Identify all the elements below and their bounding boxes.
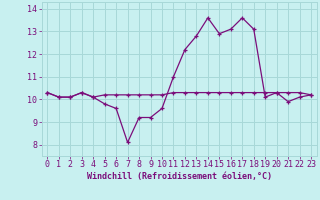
X-axis label: Windchill (Refroidissement éolien,°C): Windchill (Refroidissement éolien,°C) <box>87 172 272 181</box>
